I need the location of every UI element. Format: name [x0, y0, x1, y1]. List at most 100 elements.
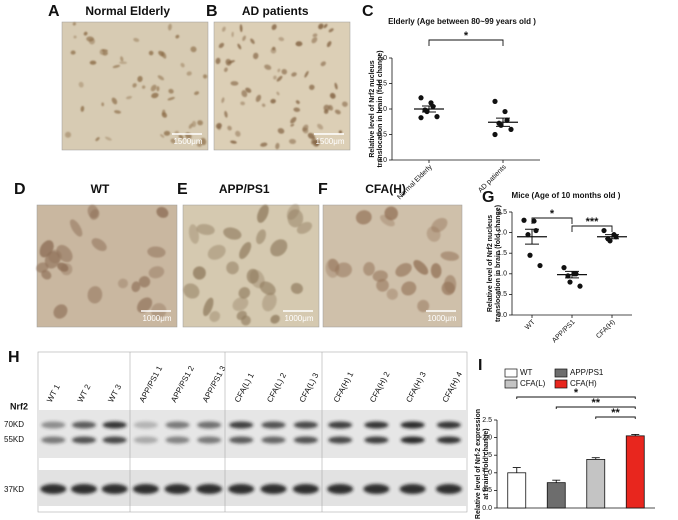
cell [200, 137, 207, 146]
cell [95, 137, 100, 142]
cell [239, 24, 243, 33]
data-point [537, 262, 543, 269]
cell [235, 130, 241, 137]
cell [241, 90, 248, 98]
cell [277, 68, 281, 73]
error-bar [591, 457, 600, 460]
cell [295, 41, 303, 47]
significance-label: ** [611, 407, 620, 419]
band [197, 421, 222, 429]
cell [157, 75, 165, 81]
cell [255, 94, 262, 103]
cell [264, 64, 272, 70]
cell [168, 88, 174, 94]
cell [246, 268, 259, 284]
cell [80, 105, 85, 112]
cell [178, 134, 184, 139]
sem-bar [525, 228, 539, 245]
cell [309, 84, 315, 91]
cell [150, 84, 157, 92]
cell [223, 227, 242, 240]
band [72, 421, 96, 429]
y-tick-label: 2.0 [482, 434, 492, 441]
data-point [504, 117, 510, 123]
cell [197, 120, 204, 126]
cell [137, 75, 143, 83]
panel-label: AD patients [242, 4, 309, 18]
data-point [508, 126, 514, 132]
significance-bracket [571, 225, 613, 232]
significance-bracket [516, 396, 636, 399]
cell [136, 297, 153, 313]
cell [277, 128, 285, 134]
cell [156, 86, 160, 92]
cell [304, 70, 309, 78]
band [293, 421, 318, 429]
cell [186, 71, 192, 76]
cell [237, 43, 242, 50]
band [132, 484, 159, 494]
cell [41, 269, 52, 280]
cell [175, 34, 180, 39]
y-axis-label: translocation in brain (fold change) [377, 50, 384, 167]
data-point [527, 252, 533, 258]
band [400, 421, 425, 429]
cell [192, 266, 206, 280]
cell [78, 81, 84, 88]
data-point [424, 108, 430, 115]
band [229, 436, 254, 444]
micrograph [322, 204, 463, 328]
cell [125, 95, 133, 100]
y-axis-label: Relative level of Nrf-2 expression [475, 409, 482, 519]
cell [226, 261, 239, 275]
scale-label: 1000μm [284, 314, 313, 323]
cell [104, 136, 112, 141]
cell [194, 91, 200, 96]
cell [160, 134, 165, 138]
cell [156, 207, 169, 218]
cell [86, 36, 94, 42]
cell [241, 315, 251, 326]
cell [69, 219, 83, 237]
band [41, 436, 66, 444]
band [364, 421, 389, 429]
cell [224, 67, 228, 72]
bar [586, 459, 606, 509]
cell [87, 286, 103, 304]
cell [72, 22, 77, 26]
significance-bracket [555, 406, 636, 409]
cell [114, 110, 122, 114]
bar [625, 435, 645, 509]
cell [291, 72, 297, 77]
cell [53, 304, 68, 319]
cell [261, 103, 266, 107]
cell [148, 50, 154, 56]
panel-letter: F [318, 181, 328, 198]
cell [89, 209, 100, 220]
cell [225, 58, 232, 66]
cell [273, 75, 277, 80]
cell [329, 92, 336, 99]
cell [188, 224, 199, 244]
cell [161, 112, 168, 118]
y-tick-label: 0.0 [497, 312, 507, 319]
panel-letter: I [478, 357, 482, 374]
cell [323, 109, 329, 114]
cell [242, 35, 246, 42]
significance-label: * [550, 208, 555, 220]
band [228, 484, 255, 494]
sem-bar [496, 117, 510, 127]
cell [318, 23, 324, 30]
y-tick-label: 0.0 [482, 505, 492, 512]
cell [111, 97, 118, 105]
cell [64, 131, 72, 138]
data-point [567, 279, 573, 285]
protein-label: Nrf2 [10, 401, 28, 411]
cell [334, 82, 338, 90]
y-tick-label: 0.5 [482, 487, 492, 494]
band [436, 421, 461, 429]
cell [290, 282, 303, 294]
cell [218, 42, 225, 49]
y-axis-label: translocation in brain (fold change) [495, 205, 502, 322]
y-axis-label: at brain (fold change) [483, 428, 490, 499]
